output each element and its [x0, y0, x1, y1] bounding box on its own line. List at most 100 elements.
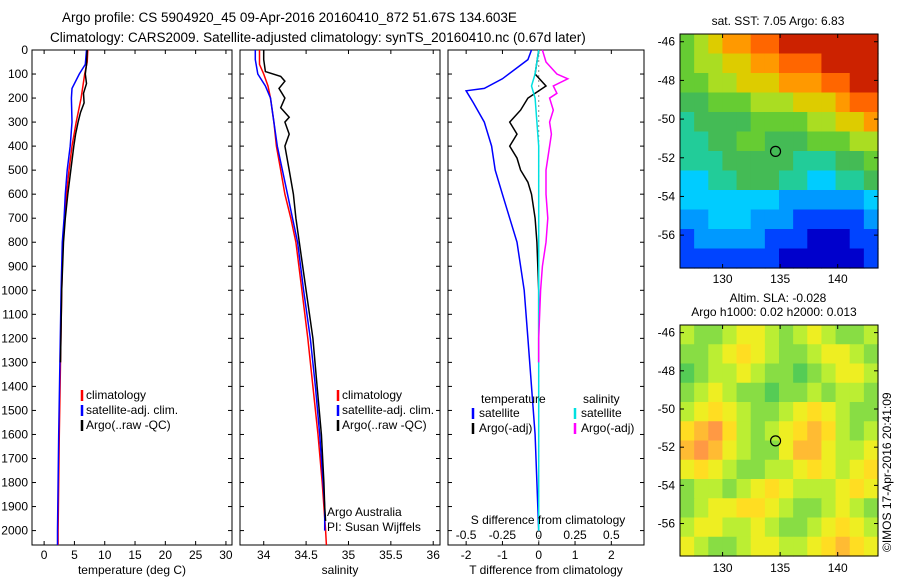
- map-cell: [835, 344, 851, 365]
- map-cell: [736, 34, 752, 55]
- map-cell: [821, 344, 837, 365]
- map-cell: [849, 53, 865, 74]
- map-cell: [736, 209, 752, 230]
- map-cell: [835, 459, 851, 480]
- salinity-panel: 34 34.5 35 35.5 36 salinity climatologysatelli…: [239, 49, 441, 577]
- map-cell: [793, 325, 808, 345]
- x-tick-label: 10: [98, 548, 112, 562]
- map-cell: [779, 151, 794, 172]
- map-cell: [849, 131, 865, 152]
- map-cell: [722, 248, 738, 269]
- map-cell: [821, 151, 837, 172]
- map-cell: [807, 53, 823, 74]
- map-cell: [821, 421, 837, 442]
- map-cell: [779, 536, 794, 557]
- map-cell: [750, 382, 766, 403]
- x-tick-label: 34: [257, 548, 271, 562]
- map-cell: [793, 53, 808, 74]
- pi-label: PI: Susan Wijffels: [327, 520, 421, 534]
- map-cell: [863, 170, 879, 191]
- map-cell: [750, 170, 766, 191]
- map-cell: [680, 536, 695, 557]
- map-cell: [835, 34, 851, 55]
- lon-tick-label: 130: [713, 272, 733, 286]
- map-cell: [849, 479, 865, 499]
- map-cell: [750, 73, 766, 94]
- map-cell: [779, 190, 794, 211]
- lat-tick-label: -54: [658, 478, 676, 492]
- map-cell: [694, 53, 709, 74]
- sla-map-title: Altim. SLA: -0.028: [730, 291, 827, 305]
- map-cell: [779, 421, 794, 442]
- salinity-frame: [239, 49, 441, 546]
- map-cell: [722, 34, 738, 55]
- map-cell: [807, 536, 823, 557]
- figure-title-line2: Climatology: CARS2009. Satellite-adjuste…: [50, 30, 586, 45]
- depth-tick-label: 400: [8, 139, 28, 153]
- map-cell: [807, 151, 823, 172]
- map-cell: [849, 325, 865, 345]
- legend-label: Argo(-adj): [581, 421, 634, 435]
- map-cell: [708, 479, 724, 499]
- series-salinity-satellite: [530, 49, 540, 531]
- map-cell: [736, 92, 752, 113]
- map-cell: [750, 363, 766, 384]
- lon-tick-label: 130: [713, 561, 733, 575]
- x-tick-label: 36: [427, 548, 441, 562]
- map-cell: [722, 92, 738, 113]
- lat-tick-label: -48: [658, 364, 676, 378]
- map-cell: [680, 229, 695, 250]
- map-cell: [835, 440, 851, 461]
- map-cell: [835, 73, 851, 94]
- map-cell: [849, 170, 865, 191]
- map-cell: [863, 248, 879, 269]
- map-cell: [722, 402, 738, 422]
- map-cell: [764, 440, 780, 461]
- map-cell: [835, 209, 851, 230]
- map-cell: [736, 190, 752, 211]
- map-cell: [849, 229, 865, 250]
- x-tick-label: 15: [128, 548, 142, 562]
- map-cell: [849, 498, 865, 519]
- map-cell: [764, 536, 780, 557]
- map-cell: [764, 459, 780, 480]
- map-cell: [821, 73, 837, 94]
- map-cell: [863, 498, 879, 519]
- map-cell: [779, 382, 794, 403]
- map-cell: [694, 325, 709, 345]
- map-cell: [736, 421, 752, 442]
- map-cell: [764, 344, 780, 365]
- x-tick-label: 2: [608, 548, 615, 562]
- map-cell: [849, 382, 865, 403]
- map-cell: [835, 382, 851, 403]
- map-cell: [849, 112, 865, 133]
- map-cell: [793, 440, 808, 461]
- map-cell: [863, 459, 879, 480]
- map-cell: [764, 112, 780, 133]
- imos-credit: ©IMOS 17-Apr-2016 20:41:09: [880, 392, 894, 552]
- map-cell: [821, 92, 837, 113]
- map-cell: [793, 402, 808, 422]
- series-temperature-argo-adj-: [508, 49, 548, 363]
- map-cell: [849, 34, 865, 55]
- map-cell: [849, 459, 865, 480]
- depth-tick-label: 2000: [1, 524, 28, 538]
- legend-title: salinity: [583, 392, 620, 406]
- temperature-frame: [31, 49, 233, 546]
- map-cell: [750, 421, 766, 442]
- map-cell: [807, 479, 823, 499]
- map-cell: [708, 440, 724, 461]
- map-cell: [863, 325, 879, 345]
- map-cell: [835, 498, 851, 519]
- map-cell: [807, 498, 823, 519]
- map-cell: [694, 190, 709, 211]
- x-tick-label: 1: [572, 548, 579, 562]
- map-cell: [863, 344, 879, 365]
- map-cell: [680, 190, 695, 211]
- s-tick-label: 0.5: [603, 528, 620, 542]
- map-cell: [680, 34, 695, 55]
- map-cell: [779, 498, 794, 519]
- map-cell: [722, 229, 738, 250]
- map-cell: [750, 325, 766, 345]
- map-cell: [835, 170, 851, 191]
